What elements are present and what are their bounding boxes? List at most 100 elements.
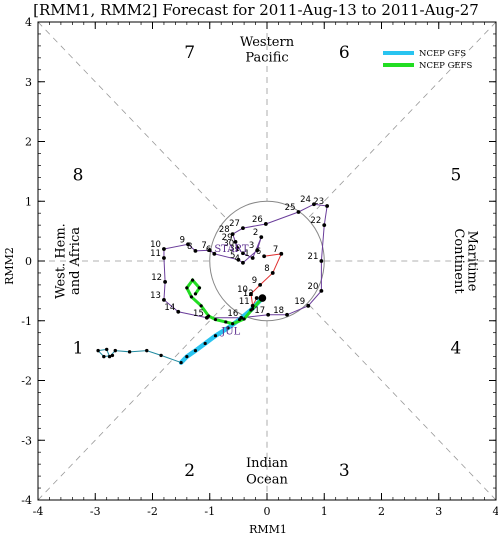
recent-point-label-8: 8 <box>264 264 269 274</box>
gefs-point <box>189 295 194 299</box>
observed-point-label-30: 30 <box>223 239 234 249</box>
y-tick-label: -2 <box>21 375 32 388</box>
observed-point-label-9: 9 <box>180 235 185 245</box>
observed-point-label-27: 27 <box>229 219 240 229</box>
region-label-top-line2: Pacific <box>245 50 288 65</box>
y-tick-label: 4 <box>25 16 32 29</box>
observed-point-label-11: 11 <box>150 249 161 259</box>
region-label-right-line1: Maritime <box>465 231 480 292</box>
legend: NCEP GFS NCEP GEFS <box>383 49 472 71</box>
series-ensemble-line <box>97 348 182 364</box>
gfs-point <box>249 308 253 312</box>
observed-point-label-23: 23 <box>313 197 324 207</box>
gfs-point <box>193 349 198 353</box>
observed-point-3 <box>255 248 260 253</box>
phase-label-7: 7 <box>184 43 195 63</box>
region-label-right-line2: Continent <box>451 228 466 294</box>
recent-point-label-10: 10 <box>237 285 248 295</box>
phase-label-8: 8 <box>73 165 84 185</box>
observed-point-label-12: 12 <box>151 273 162 283</box>
recent-point-10 <box>249 291 253 296</box>
observed-point-label-26: 26 <box>252 215 263 225</box>
observed-point-label-24: 24 <box>300 195 311 205</box>
region-label-bottom-line1: Indian <box>246 456 289 471</box>
gfs-point <box>179 360 183 365</box>
y-tick-label: 1 <box>25 195 32 208</box>
recent-point-6 <box>262 254 267 259</box>
x-tick-label: -2 <box>147 505 158 518</box>
observed-point-9 <box>186 242 190 247</box>
observed-point-16 <box>239 315 244 320</box>
guide-diagonal-nw <box>37 21 227 220</box>
observed-point-label-2: 2 <box>253 228 258 238</box>
observed-point-label-15: 15 <box>193 309 204 319</box>
recent-point-9 <box>258 283 263 287</box>
observed-point-15 <box>204 315 209 320</box>
x-tick-label: 2 <box>378 505 385 518</box>
y-tick-label: -3 <box>21 434 32 447</box>
observed-point-label-16: 16 <box>227 309 238 319</box>
x-tick-label: 0 <box>264 505 271 518</box>
gfs-point <box>185 355 189 359</box>
guide-diagonal-se <box>307 302 497 501</box>
guide-diagonal-sw <box>37 302 227 501</box>
observed-point-10 <box>162 247 166 251</box>
observed-point-label-1: 1 <box>244 249 249 259</box>
phase-label-4: 4 <box>451 339 462 359</box>
recent-point-label-9: 9 <box>252 276 257 286</box>
recent-point-label-7: 7 <box>273 245 278 255</box>
recent-point-label-11: 11 <box>239 297 250 307</box>
observed-point-14 <box>176 309 181 314</box>
observed-point-1 <box>250 256 255 260</box>
phase-label-6: 6 <box>339 43 350 63</box>
observed-point-label-5: 5 <box>230 251 235 261</box>
x-tick-label: 3 <box>435 505 442 518</box>
x-tick-label: -4 <box>33 505 44 518</box>
y-tick-label: 0 <box>25 255 32 268</box>
y-tick-label: 2 <box>25 136 32 149</box>
observed-point-label-31: 31 <box>229 244 240 254</box>
observed-point-7 <box>207 248 212 253</box>
month-label-jul: JUL <box>220 326 240 337</box>
observed-point-label-7: 7 <box>201 241 206 251</box>
gefs-point <box>242 317 246 321</box>
recent-point-11 <box>250 303 255 308</box>
recent-point-label-6: 6 <box>256 247 261 257</box>
observed-point-label-22: 22 <box>310 216 321 226</box>
observed-point-label-8: 8 <box>187 242 192 252</box>
observed-point-20 <box>319 288 324 293</box>
observed-point-label-20: 20 <box>308 282 319 292</box>
region-label-bottom-line2: Ocean <box>246 472 288 487</box>
phase-label-3: 3 <box>339 461 350 481</box>
region-label-top-line1: Western <box>240 35 295 50</box>
x-tick-label: 4 <box>493 505 498 518</box>
observed-point-19 <box>306 303 311 308</box>
observed-point-6 <box>212 251 217 256</box>
observed-point-label-19: 19 <box>294 297 305 307</box>
recent-point-8 <box>270 271 275 275</box>
gefs-point <box>193 292 198 296</box>
ensemble-point <box>107 354 112 359</box>
observed-point-30 <box>235 245 240 250</box>
ensemble-point <box>145 348 149 353</box>
observed-point-label-10: 10 <box>150 240 161 250</box>
chart-title: [RMM1, RMM2] Forecast for 2011-Aug-13 to… <box>33 1 479 19</box>
observed-point-22 <box>322 223 327 228</box>
y-tick-label: -4 <box>21 494 32 507</box>
region-label-left-line1: West. Hem. <box>53 223 68 299</box>
observed-point-label-21: 21 <box>308 252 319 262</box>
observed-point-29 <box>233 239 238 244</box>
observed-point-label-14: 14 <box>164 303 175 313</box>
observed-point-12 <box>163 280 167 284</box>
observed-point-13 <box>162 297 166 302</box>
gefs-point <box>185 286 189 290</box>
region-label-left-line2: and Africa <box>68 227 83 295</box>
y-tick-label: -1 <box>21 315 32 328</box>
unit-circle <box>209 200 325 322</box>
gefs-point <box>197 286 202 290</box>
y-axis-label: RMM2 <box>3 247 16 285</box>
x-tick-label: -3 <box>90 505 101 518</box>
